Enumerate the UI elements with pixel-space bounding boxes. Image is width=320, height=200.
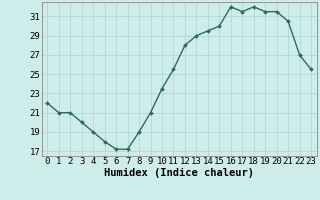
- X-axis label: Humidex (Indice chaleur): Humidex (Indice chaleur): [104, 168, 254, 178]
